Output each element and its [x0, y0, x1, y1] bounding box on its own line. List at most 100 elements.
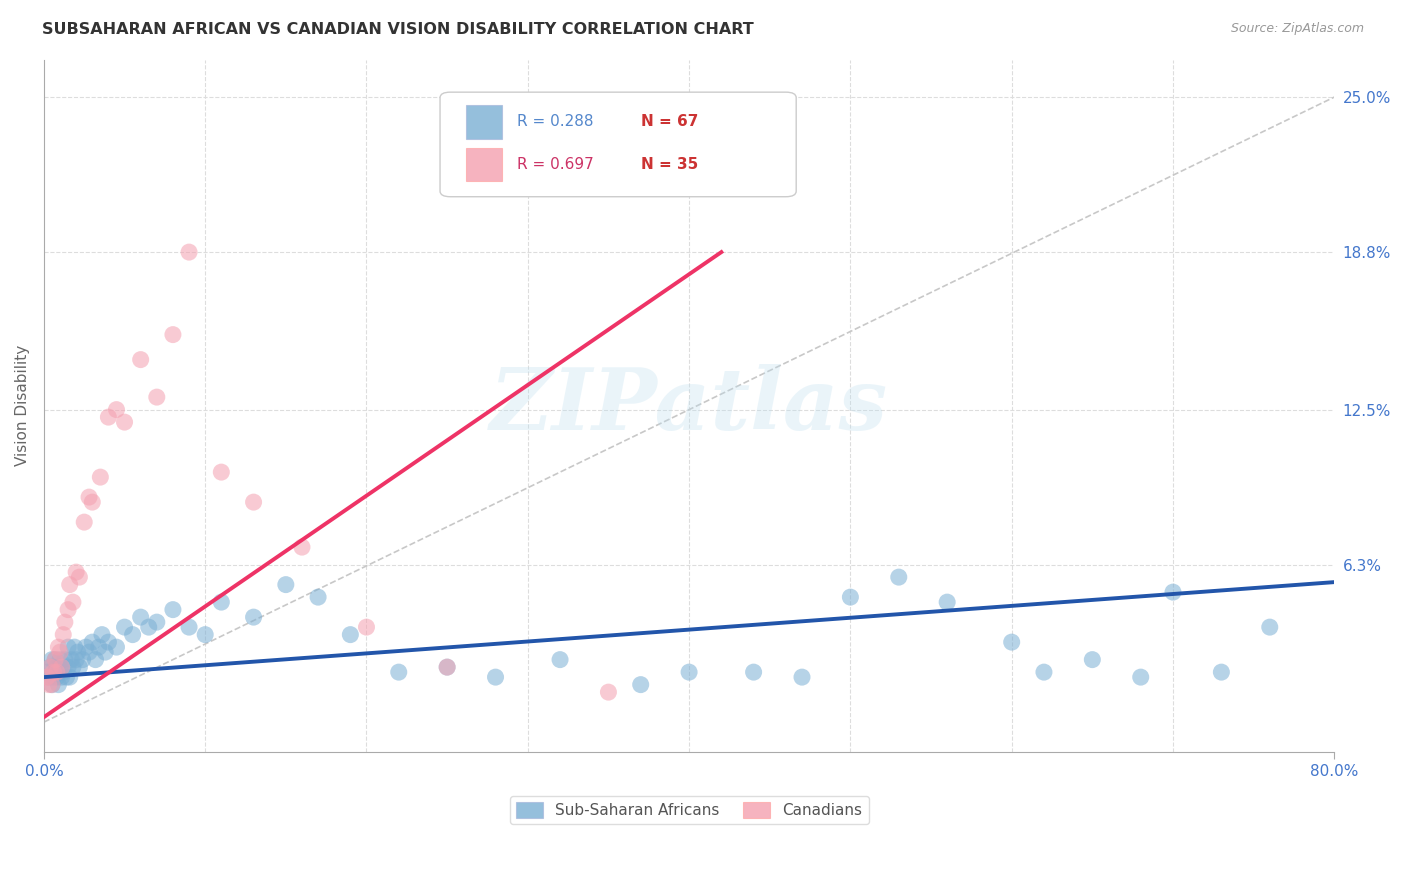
Point	[53, 615, 76, 629]
Point	[91, 627, 114, 641]
Point	[887, 570, 910, 584]
Point	[56, 640, 79, 654]
Point	[162, 327, 184, 342]
Point	[114, 415, 136, 429]
Point	[45, 665, 67, 680]
Point	[97, 410, 120, 425]
Point	[242, 495, 264, 509]
Point	[56, 660, 79, 674]
Point	[146, 615, 169, 629]
Point	[87, 640, 110, 654]
Point	[129, 352, 152, 367]
Point	[44, 665, 66, 680]
Point	[65, 652, 87, 666]
Point	[146, 390, 169, 404]
Point	[59, 577, 82, 591]
Point	[1032, 665, 1054, 680]
Point	[77, 645, 100, 659]
Text: SUBSAHARAN AFRICAN VS CANADIAN VISION DISABILITY CORRELATION CHART: SUBSAHARAN AFRICAN VS CANADIAN VISION DI…	[42, 22, 754, 37]
Point	[121, 627, 143, 641]
Point	[936, 595, 959, 609]
Point	[72, 652, 94, 666]
Point	[484, 670, 506, 684]
Point	[37, 665, 59, 680]
Point	[129, 610, 152, 624]
Point	[62, 660, 84, 674]
Point	[630, 678, 652, 692]
Point	[53, 652, 76, 666]
Point	[291, 540, 314, 554]
Point	[44, 652, 66, 666]
Point	[388, 665, 411, 680]
Point	[39, 660, 62, 674]
Point	[209, 465, 232, 479]
Point	[66, 645, 89, 659]
Point	[38, 670, 60, 684]
Legend: Sub-Saharan Africans, Canadians: Sub-Saharan Africans, Canadians	[509, 796, 869, 824]
Y-axis label: Vision Disability: Vision Disability	[15, 345, 30, 467]
Point	[242, 610, 264, 624]
Point	[82, 495, 104, 509]
Bar	[465, 148, 502, 181]
Point	[89, 470, 111, 484]
Point	[209, 595, 232, 609]
Point	[48, 640, 70, 654]
Point	[177, 245, 200, 260]
Point	[38, 678, 60, 692]
Point	[194, 627, 217, 641]
Point	[1258, 620, 1281, 634]
Point	[97, 635, 120, 649]
Point	[138, 620, 160, 634]
Point	[41, 652, 63, 666]
Point	[73, 515, 96, 529]
Point	[598, 685, 620, 699]
Point	[114, 620, 136, 634]
Point	[356, 620, 378, 634]
Point	[37, 670, 59, 684]
Point	[742, 665, 765, 680]
Point	[548, 652, 571, 666]
Point	[710, 170, 733, 185]
Point	[75, 640, 97, 654]
Text: N = 67: N = 67	[641, 114, 699, 129]
Point	[1129, 670, 1152, 684]
Point	[67, 660, 90, 674]
Point	[63, 640, 86, 654]
Point	[105, 640, 128, 654]
Point	[839, 590, 862, 604]
Point	[42, 665, 65, 680]
Text: R = 0.697: R = 0.697	[517, 157, 595, 172]
Point	[94, 645, 117, 659]
Bar	[465, 105, 502, 138]
Point	[84, 652, 107, 666]
Point	[51, 670, 73, 684]
Point	[678, 665, 700, 680]
Point	[436, 660, 458, 674]
Point	[49, 652, 72, 666]
Point	[274, 577, 297, 591]
Point	[1081, 652, 1104, 666]
Text: Source: ZipAtlas.com: Source: ZipAtlas.com	[1230, 22, 1364, 36]
Text: ZIPatlas: ZIPatlas	[491, 364, 889, 448]
Point	[1001, 635, 1024, 649]
Point	[41, 678, 63, 692]
Point	[49, 645, 72, 659]
Point	[49, 660, 72, 674]
Point	[41, 678, 63, 692]
Point	[59, 670, 82, 684]
Point	[51, 660, 73, 674]
Point	[105, 402, 128, 417]
Point	[45, 670, 67, 684]
Point	[65, 565, 87, 579]
Point	[162, 602, 184, 616]
Point	[60, 652, 83, 666]
Point	[67, 570, 90, 584]
Point	[339, 627, 361, 641]
Text: N = 35: N = 35	[641, 157, 699, 172]
Point	[52, 627, 75, 641]
Point	[55, 670, 77, 684]
Point	[82, 635, 104, 649]
Point	[77, 490, 100, 504]
Point	[1161, 585, 1184, 599]
Point	[48, 678, 70, 692]
